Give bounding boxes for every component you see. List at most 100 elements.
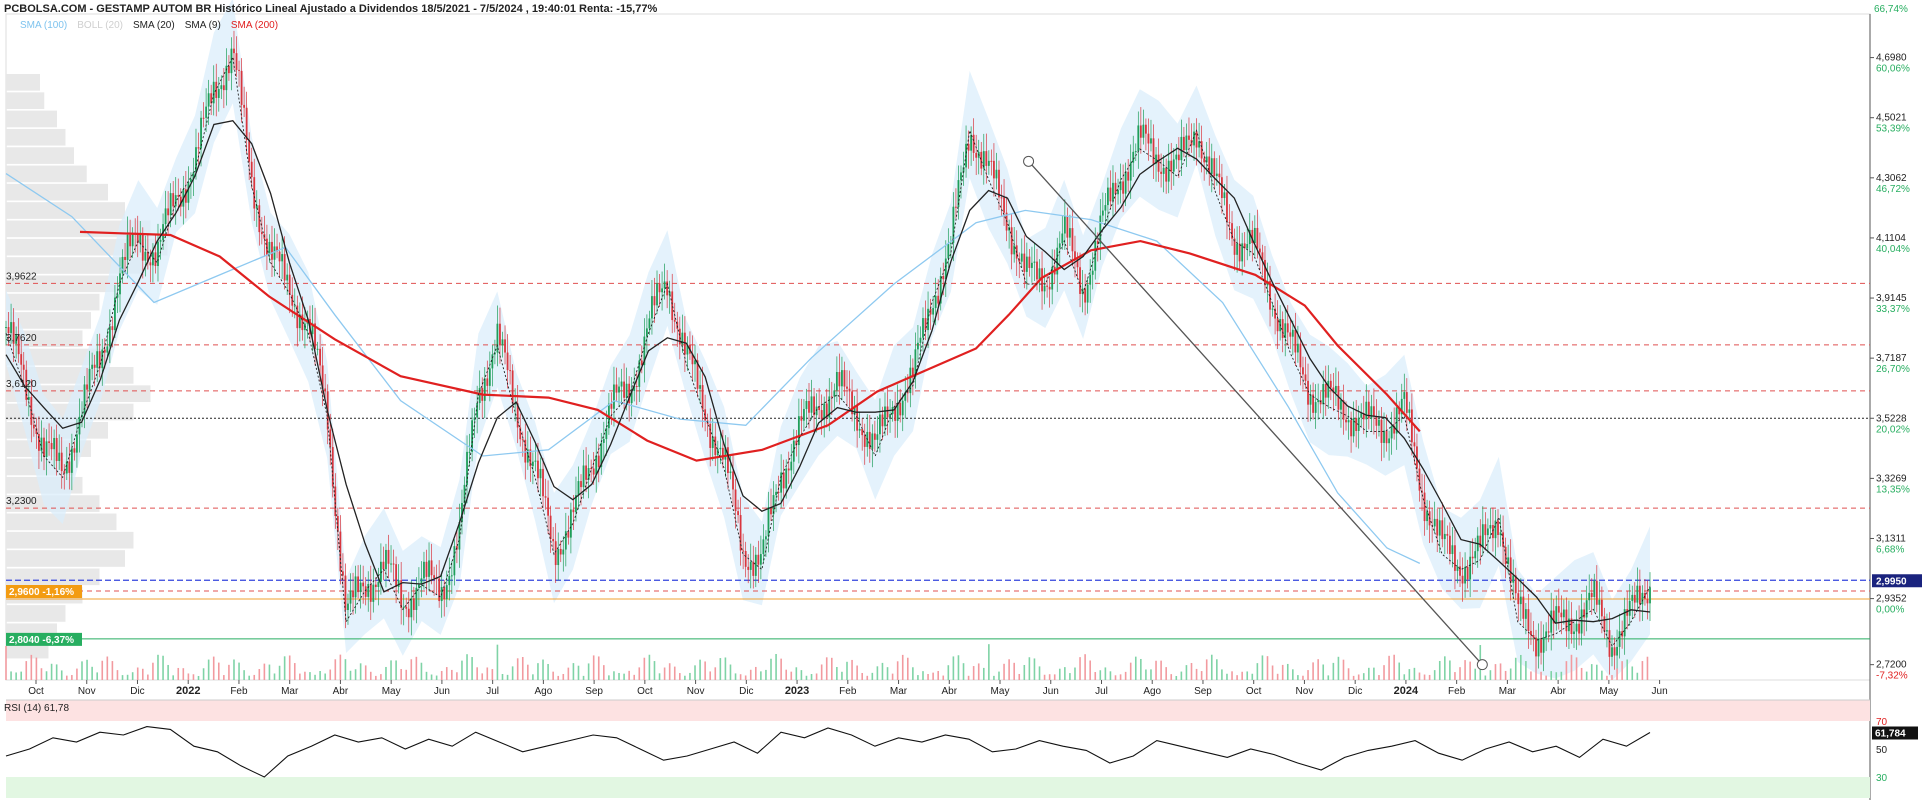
volume-bar [582, 675, 585, 680]
candle-body [577, 481, 580, 496]
volume-bar [1342, 659, 1345, 680]
candle-body [1342, 400, 1345, 420]
candle-body [1226, 192, 1228, 223]
candle-body [466, 451, 468, 485]
candle-body [552, 539, 555, 542]
volume-bar [405, 669, 408, 680]
candle-body [1375, 416, 1378, 426]
volume-profile-bar [6, 312, 91, 329]
candle-body [359, 582, 362, 593]
volume-bar [739, 674, 742, 680]
volume-bar [1008, 659, 1010, 680]
candle-body [939, 276, 942, 304]
sma20-line [5, 119, 1651, 624]
candle-body [739, 515, 742, 551]
volume-bar [709, 671, 712, 680]
candle-body [868, 431, 871, 449]
volume-bar [1454, 672, 1456, 680]
candle-body [238, 69, 240, 71]
volume-bar [846, 661, 848, 680]
candle-body [22, 364, 25, 370]
volume-bar [136, 667, 139, 680]
candle-body [955, 206, 957, 208]
candle-body [876, 434, 879, 440]
candle-body [975, 152, 978, 158]
volume-bar [988, 644, 990, 680]
candle-body [663, 281, 666, 289]
candle-body [858, 428, 861, 431]
volume-bar [1408, 669, 1411, 680]
candle-body [1573, 631, 1575, 634]
candle-body [392, 563, 395, 565]
candle-body [1405, 392, 1408, 413]
volume-bar [856, 665, 858, 680]
candle-body [732, 471, 734, 490]
candle-body [1013, 245, 1016, 255]
candle-body [357, 576, 360, 593]
candle-body [1585, 600, 1588, 618]
volume-bar [466, 654, 468, 680]
candle-body [385, 549, 387, 570]
candle-body [972, 134, 975, 153]
candle-body [1203, 158, 1206, 163]
volume-bar [1550, 671, 1553, 680]
volume-bar [795, 667, 798, 680]
candle-body [230, 48, 233, 74]
candle-body [12, 322, 15, 344]
volume-bar [187, 673, 190, 680]
candle-body [1383, 430, 1385, 443]
volume-bar [349, 670, 352, 680]
candle-body [1317, 400, 1320, 403]
candle-body [1347, 420, 1350, 423]
volume-bar [998, 671, 1000, 680]
candle-body [917, 342, 919, 350]
candle-body [526, 449, 529, 463]
volume-bar [1413, 667, 1416, 680]
candle-body [1423, 492, 1426, 522]
candle-body [1616, 646, 1618, 656]
candle-body [296, 305, 299, 329]
candle-body [871, 433, 874, 449]
x-tick-label: Ago [1143, 686, 1161, 697]
candle-body [504, 339, 506, 353]
candle-body [1388, 438, 1390, 444]
candle-body [382, 561, 385, 570]
volume-bar [1043, 674, 1046, 680]
volume-bar [1459, 667, 1461, 680]
candle-body [55, 437, 58, 461]
candle-body [1474, 551, 1477, 559]
candle-body [1223, 192, 1226, 199]
candle-body [1190, 139, 1193, 146]
volume-bar [684, 675, 686, 680]
volume-bar [1094, 672, 1097, 680]
candle-body [1294, 329, 1297, 353]
candle-body [174, 195, 177, 207]
candle-body [245, 107, 248, 140]
candle-body [724, 447, 727, 460]
candle-body [235, 53, 238, 70]
candle-body [412, 598, 415, 610]
candle-body [985, 151, 988, 166]
candle-body [1461, 575, 1464, 584]
volume-bar [1403, 674, 1406, 680]
candle-body [813, 396, 815, 416]
volume-bar [212, 656, 215, 680]
volume-bar [1175, 675, 1178, 680]
candle-body [111, 326, 114, 331]
candle-body [243, 104, 246, 108]
volume-bar [10, 671, 12, 680]
candle-body [808, 400, 810, 413]
candle-body [1590, 592, 1593, 598]
candle-body [1152, 138, 1155, 164]
left-level-label: 3,9622 [6, 271, 37, 282]
candle-body [478, 388, 481, 404]
volume-bar [1271, 665, 1274, 680]
volume-bar [1373, 667, 1375, 680]
candle-body [395, 564, 398, 587]
candle-body [1134, 151, 1137, 153]
volume-bar [86, 659, 88, 680]
candle-body [217, 89, 220, 98]
y-tick-label: 3,7187 [1876, 353, 1907, 364]
volume-bar [1221, 669, 1223, 680]
candle-body [792, 440, 795, 462]
